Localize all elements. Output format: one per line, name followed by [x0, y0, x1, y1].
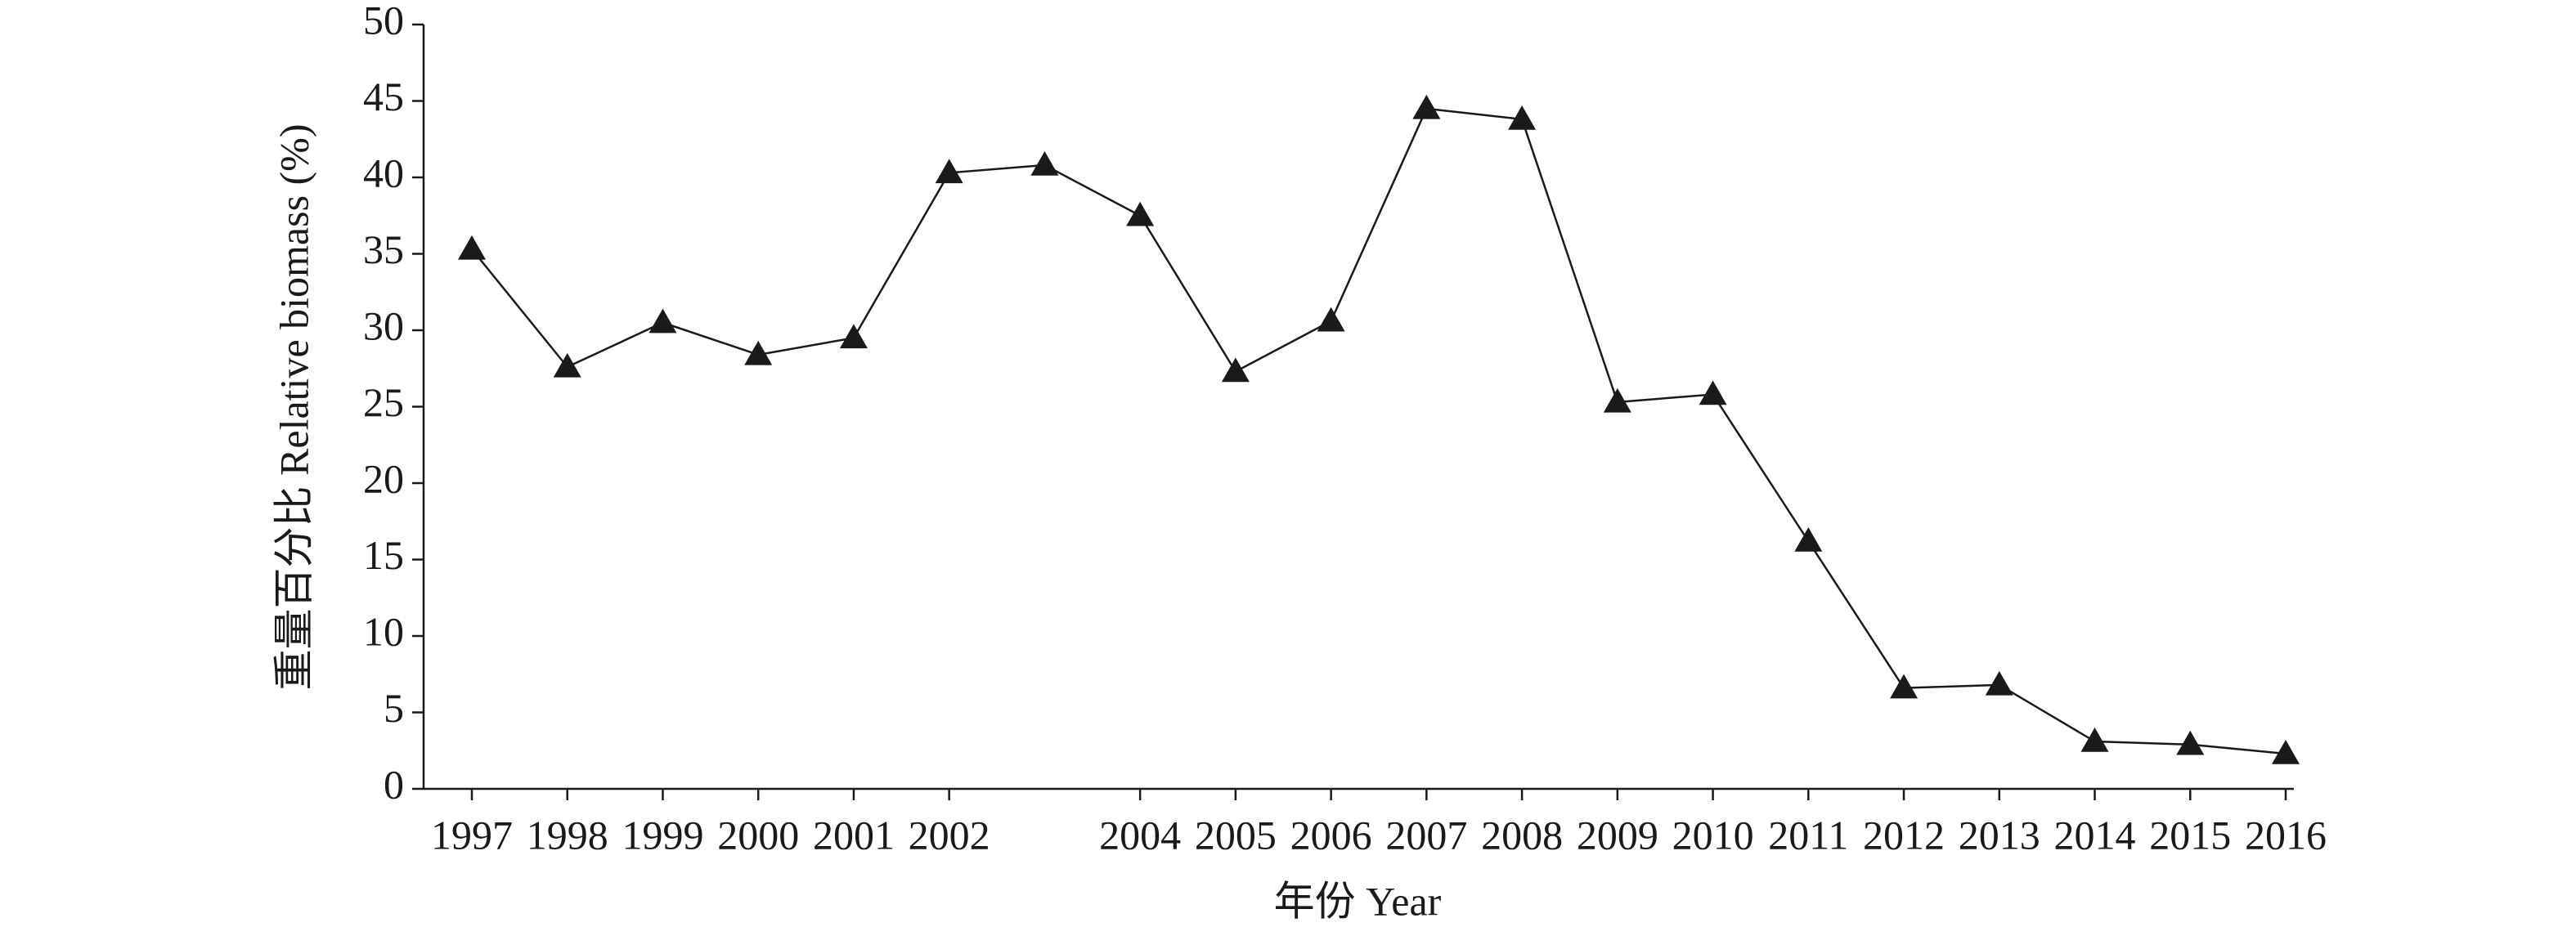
y-axis-label: 重量百分比 Relative biomass (%): [271, 124, 316, 691]
x-tick-label: 2001: [813, 812, 895, 858]
data-marker: [458, 235, 486, 260]
data-marker: [1030, 151, 1059, 176]
x-axis-label: 年份 Year: [1274, 878, 1442, 924]
x-tick-label: 1998: [527, 812, 608, 858]
y-tick-label: 25: [363, 379, 404, 425]
x-tick-label: 2013: [1959, 812, 2040, 858]
data-marker: [1699, 380, 1727, 405]
y-tick-label: 40: [363, 150, 404, 195]
data-marker: [2272, 739, 2300, 764]
y-tick-label: 10: [363, 608, 404, 654]
y-tick-label: 0: [384, 761, 404, 807]
data-line: [471, 107, 2287, 755]
data-marker: [2176, 730, 2205, 755]
data-marker: [1603, 387, 1631, 413]
data-marker: [1221, 357, 1250, 383]
data-marker: [1794, 527, 1823, 552]
x-tick-label: 2016: [2245, 812, 2327, 858]
x-tick-label: 1997: [431, 812, 513, 858]
y-tick-label: 35: [363, 226, 404, 272]
data-marker: [839, 324, 868, 349]
data-marker: [935, 159, 963, 184]
data-marker: [744, 340, 773, 365]
x-tick-label: 2005: [1195, 812, 1277, 858]
x-tick-label: 2011: [1768, 812, 1848, 858]
data-marker: [1317, 307, 1345, 332]
x-tick-label: 2009: [1577, 812, 1658, 858]
y-tick-label: 50: [363, 0, 404, 43]
y-tick-label: 5: [384, 685, 404, 731]
data-marker: [1126, 201, 1155, 226]
data-marker: [1508, 105, 1537, 130]
y-tick-label: 30: [363, 302, 404, 348]
y-tick-label: 20: [363, 455, 404, 501]
x-tick-label: 2015: [2149, 812, 2231, 858]
x-tick-label: 2007: [1385, 812, 1467, 858]
data-marker: [648, 308, 677, 334]
x-tick-label: 2006: [1290, 812, 1372, 858]
x-tick-label: 2004: [1099, 812, 1181, 858]
y-tick-label: 45: [363, 74, 404, 119]
y-tick-label: 15: [363, 532, 404, 578]
x-tick-label: 2014: [2054, 812, 2136, 858]
x-tick-label: 1999: [622, 812, 703, 858]
x-tick-label: 2008: [1481, 812, 1563, 858]
data-marker: [1890, 674, 1919, 699]
x-tick-label: 2010: [1672, 812, 1754, 858]
data-marker: [2080, 728, 2109, 752]
data-marker: [553, 352, 581, 378]
x-tick-label: 2012: [1863, 812, 1945, 858]
data-marker: [1412, 94, 1441, 119]
data-marker: [1985, 670, 2013, 696]
x-tick-label: 2002: [909, 812, 990, 858]
x-tick-label: 2000: [717, 812, 799, 858]
